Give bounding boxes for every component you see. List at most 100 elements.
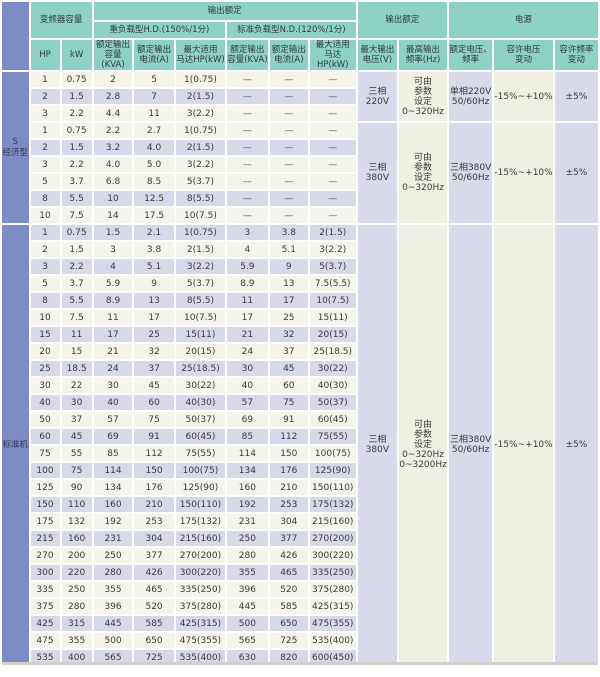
- cell-nd-kva: —: [227, 72, 268, 87]
- cell-nd-kva: 57: [227, 395, 268, 410]
- cell-hp: 475: [30, 633, 60, 648]
- cell-hp: 5: [30, 174, 60, 189]
- cell-hd-kva: 14: [93, 208, 133, 223]
- cell-nd-kva: 500: [227, 616, 268, 631]
- cell-nd-current: 91: [269, 412, 308, 427]
- table-row: 30 22 30 45 30(22) 40 60 40(30): [2, 378, 598, 393]
- cell-nd-current: —: [269, 208, 308, 223]
- cell-hd-current: 465: [134, 582, 174, 597]
- cell-hd-current: 45: [134, 378, 174, 393]
- cell-hd-motor: 3(2.2): [175, 259, 226, 274]
- cell-nd-current: 112: [269, 429, 308, 444]
- cell-nd-kva: —: [227, 140, 268, 155]
- table-row: 8 5.5 10 12.5 8(5.5) — — —: [2, 191, 598, 206]
- cell-nd-kva: —: [227, 174, 268, 189]
- cell-hp: 335: [30, 582, 60, 597]
- cell-hp: 10: [30, 310, 60, 325]
- merged-voltage-tolerance-cell: -15%~+10%: [494, 123, 553, 223]
- cell-nd-motor: 60(45): [309, 412, 356, 427]
- cell-nd-current: 465: [269, 565, 308, 580]
- cell-kw: 280: [61, 599, 92, 614]
- table-row: 335 250 355 465 335(250) 396 520 375(280): [2, 582, 598, 597]
- cell-hp: 75: [30, 446, 60, 461]
- cell-hp: 270: [30, 548, 60, 563]
- cell-nd-motor: 40(30): [309, 378, 356, 393]
- cell-hd-motor: 475(355): [175, 633, 226, 648]
- cell-nd-motor: —: [309, 140, 356, 155]
- table-row: S 经济型 1 0.75 2 5 1(0.75) — — — 三相 220V 可由 参数 设定 0~…: [2, 72, 598, 223]
- table-row: 215 160 231 304 215(160) 250 377 270(200): [2, 531, 598, 546]
- cell-nd-motor: 30(22): [309, 361, 356, 376]
- cell-hp: 1: [30, 72, 60, 87]
- cell-hd-kva: 2.2: [93, 123, 133, 138]
- cell-hp: 125: [30, 480, 60, 495]
- cell-hp: 3: [30, 259, 60, 274]
- cell-nd-current: 13: [269, 276, 308, 291]
- table-row: 50 37 57 75 50(37) 69 91 60(45): [2, 412, 598, 427]
- cell-hd-kva: 30: [93, 378, 133, 393]
- cell-nd-kva: 250: [227, 531, 268, 546]
- cell-nd-current: 377: [269, 531, 308, 546]
- merged-rated-voltage-freq-cell: 三相380V 50/60Hz: [448, 123, 493, 223]
- cell-nd-current: —: [269, 157, 308, 172]
- table-row: 5 3.7 6.8 8.5 5(3.7) — — —: [2, 174, 598, 189]
- cell-hd-current: 7: [134, 89, 174, 104]
- output-rating-group-header: 输出额定: [93, 2, 356, 20]
- cell-hd-kva: 3.2: [93, 140, 133, 155]
- cell-hp: 1: [30, 225, 60, 240]
- cell-hp: 375: [30, 599, 60, 614]
- table-body: S 经济型 1 0.75 2 5 1(0.75) — — — 三相 220V 可由 参数 设定 0~…: [2, 72, 598, 665]
- cell-nd-kva: 565: [227, 633, 268, 648]
- cell-hd-motor: 335(250): [175, 582, 226, 597]
- cell-hd-motor: 535(400): [175, 650, 226, 665]
- cell-nd-kva: 445: [227, 599, 268, 614]
- cell-hd-current: 426: [134, 565, 174, 580]
- cell-hd-current: 520: [134, 599, 174, 614]
- cell-nd-current: 820: [269, 650, 308, 665]
- nd-current-column-header: 额定输出 电流(A): [269, 40, 308, 70]
- table-row: 1 0.75 2.2 2.7 1(0.75) — — — 三相 380V 可由 参数 设定 0~3…: [2, 123, 598, 223]
- cell-kw: 132: [61, 514, 92, 529]
- cell-hd-current: 304: [134, 531, 174, 546]
- cell-nd-current: 304: [269, 514, 308, 529]
- cell-nd-current: 210: [269, 480, 308, 495]
- kw-column-header: kW: [61, 40, 92, 70]
- table-row: 5 3.7 5.9 9 5(3.7) 8.9 13 7.5(5.5): [2, 276, 598, 291]
- cell-hd-motor: 15(11): [175, 327, 226, 342]
- table-row: 425 315 445 585 425(315) 500 650 475(355): [2, 616, 598, 631]
- cell-kw: 55: [61, 446, 92, 461]
- cell-hp: 15: [30, 327, 60, 342]
- cell-kw: 30: [61, 395, 92, 410]
- cell-hd-current: 17.5: [134, 208, 174, 223]
- cell-hd-kva: 2: [93, 72, 133, 87]
- cell-kw: 5.5: [61, 293, 92, 308]
- cell-nd-motor: 7.5(5.5): [309, 276, 356, 291]
- cell-hd-current: 3.8: [134, 242, 174, 257]
- cell-hd-current: 9: [134, 276, 174, 291]
- merged-frequency-tolerance-cell: ±5%: [554, 225, 598, 665]
- cell-nd-motor: 300(220): [309, 548, 356, 563]
- cell-nd-motor: —: [309, 174, 356, 189]
- cell-hd-motor: 1(0.75): [175, 72, 226, 87]
- hd-motor-column-header: 最大适用 马达HP(kW): [175, 40, 226, 70]
- cell-nd-current: 32: [269, 327, 308, 342]
- cell-hp: 215: [30, 531, 60, 546]
- cell-nd-kva: —: [227, 89, 268, 104]
- cell-hd-motor: 3(2.2): [175, 157, 226, 172]
- cell-hd-kva: 40: [93, 395, 133, 410]
- cell-nd-current: —: [269, 140, 308, 155]
- cell-hd-current: 60: [134, 395, 174, 410]
- cell-hd-current: 13: [134, 293, 174, 308]
- cell-hd-kva: 4: [93, 259, 133, 274]
- cell-kw: 0.75: [61, 225, 92, 240]
- table-row: 2 1.5 2.8 7 2(1.5) — — —: [2, 89, 598, 104]
- merged-max-voltage-cell: 三相 380V: [357, 123, 398, 223]
- merged-frequency-tolerance-cell: ±5%: [554, 123, 598, 223]
- merged-rated-voltage-freq-cell: 三相380V 50/60Hz: [448, 225, 493, 665]
- cell-hd-current: 585: [134, 616, 174, 631]
- cell-hd-kva: 355: [93, 582, 133, 597]
- cell-nd-motor: 50(37): [309, 395, 356, 410]
- cell-nd-motor: 375(280): [309, 582, 356, 597]
- cell-nd-motor: —: [309, 89, 356, 104]
- table-row: 175 132 192 253 175(132) 231 304 215(160): [2, 514, 598, 529]
